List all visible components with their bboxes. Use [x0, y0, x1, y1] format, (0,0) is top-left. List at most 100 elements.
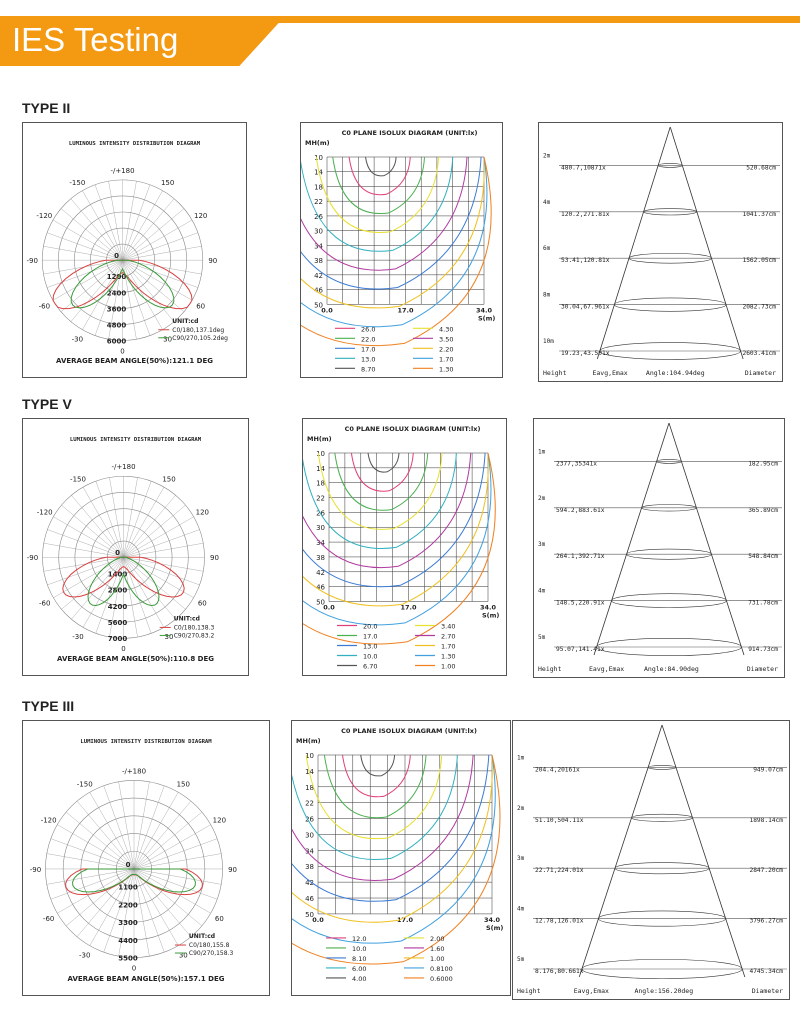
grid-spoke — [103, 868, 135, 953]
angle-label: 60 — [215, 915, 224, 923]
polar-diagram-type-ii: LUMINOUS INTENSITY DISTRIBUTION DIAGRAM -… — [22, 122, 247, 378]
section-label-type-v: TYPE V — [22, 396, 72, 412]
beam-ellipse — [626, 548, 712, 560]
grid-spoke — [50, 868, 135, 900]
illuminance-label: 53.41,120.81x — [561, 257, 610, 264]
grid-spoke — [133, 868, 165, 953]
grid-spoke — [46, 259, 123, 288]
height-label: 2m — [543, 152, 551, 159]
y-tick: 38 — [314, 257, 323, 265]
grid-spoke — [123, 516, 194, 558]
diameter-label: 4745.34cm — [749, 968, 783, 975]
angle-label: 150 — [162, 475, 175, 483]
angle-label: -120 — [36, 212, 52, 220]
beam-ellipse — [641, 504, 697, 512]
cone-edge-right — [661, 724, 746, 978]
grid-spoke — [133, 868, 150, 957]
ring-label: 2400 — [107, 289, 127, 297]
y-tick: 10 — [316, 450, 325, 458]
s-label: S(m) — [486, 924, 503, 932]
angle-label: -60 — [39, 600, 50, 608]
angle-label: -30 — [72, 335, 83, 343]
contour-line — [305, 754, 443, 840]
grid-spoke — [46, 853, 135, 870]
angle-label: 60 — [198, 600, 207, 608]
grid-spoke — [123, 542, 204, 558]
beam-cone-table-type-ii: 2m 480.7,10871x 520.68cm 4m 120.2,271.81x 104… — [538, 122, 783, 382]
y-tick: 18 — [316, 480, 325, 488]
angle-label: -120 — [41, 817, 57, 825]
beam-ellipse — [657, 163, 683, 168]
contour-line — [292, 754, 458, 860]
legend-value: 17.0 — [363, 632, 377, 640]
polar-title: LUMINOUS INTENSITY DISTRIBUTION DIAGRAM — [69, 141, 201, 147]
angle-label: 90 — [208, 257, 217, 265]
illuminance-label: 480.7,10871x — [561, 164, 606, 171]
grid-spoke — [46, 232, 123, 261]
grid-spoke — [118, 781, 135, 869]
angle-label: 120 — [213, 817, 226, 825]
grid-spoke — [109, 477, 124, 558]
grid-spoke — [133, 868, 179, 946]
legend-value: 1.00 — [430, 955, 444, 963]
illuminance-label: 148.5,220.91x — [556, 600, 605, 607]
beam-cone-table-type-iii: 1m 204.4,20161x 949.07cm 2m 51.10,504.11x 189… — [512, 720, 790, 1000]
x-tick: 17.0 — [397, 916, 414, 924]
grid-spoke — [123, 557, 176, 620]
lobe-c0-180 — [62, 556, 185, 598]
grid-spoke — [123, 486, 165, 558]
ring-label: 3300 — [118, 919, 138, 927]
grid-spoke — [53, 557, 124, 598]
y-tick: 18 — [314, 183, 323, 191]
mh-label: MH(m) — [307, 435, 332, 443]
grid-spoke — [123, 557, 138, 638]
contour-line — [367, 452, 400, 473]
contour-line — [303, 452, 457, 549]
grid-spoke — [122, 260, 151, 336]
illuminance-label: 594.2,883.61x — [556, 507, 605, 514]
polar-grid — [41, 179, 204, 341]
footer-angle: Angle:84.90deg — [644, 665, 699, 673]
grid-spoke — [46, 868, 135, 885]
angle-label: -150 — [77, 781, 93, 789]
polar-diagram-type-iii: LUMINOUS INTENSITY DISTRIBUTION DIAGRAM -… — [22, 720, 270, 996]
legend-value: 2.70 — [441, 632, 455, 640]
y-tick: 42 — [316, 569, 325, 577]
footer-height: Height — [543, 369, 567, 377]
legend-value: 1.70 — [439, 355, 453, 363]
grid-spoke — [109, 557, 124, 638]
contour-line — [303, 452, 492, 626]
legend-c0: C0/180,137.1deg — [172, 327, 224, 334]
angle-label: 90 — [228, 866, 237, 874]
grid-spoke — [123, 495, 176, 558]
grid-spoke — [123, 557, 200, 586]
footer-diameter: Diameter — [752, 987, 783, 995]
grid-spoke — [123, 557, 194, 598]
lobe-c90-270 — [72, 868, 196, 893]
y-tick: 42 — [314, 272, 323, 280]
footer-angle: Angle:156.20deg — [634, 987, 693, 995]
legend-value: 26.0 — [361, 325, 375, 333]
grid-spoke — [123, 529, 200, 558]
grid-spoke — [76, 800, 135, 870]
angle-label: -90 — [30, 866, 41, 874]
y-tick: 22 — [305, 800, 314, 808]
ring-label: 1100 — [118, 884, 138, 892]
x-tick: 0.0 — [323, 603, 335, 611]
page-title: IES Testing — [12, 21, 179, 58]
grid-spoke — [122, 232, 199, 261]
legend-c90: C90/270,158.3 — [189, 950, 234, 957]
ring-label: 5500 — [118, 955, 138, 963]
ring-label: 2200 — [118, 901, 138, 909]
x-tick: 17.0 — [397, 306, 414, 314]
y-tick: 22 — [314, 198, 323, 206]
grid-spoke — [43, 542, 124, 558]
page-header: IES Testing — [0, 0, 800, 68]
angle-label: -150 — [69, 179, 85, 187]
illuminance-label: 2377,35341x — [556, 460, 597, 467]
x-tick: 0.0 — [312, 916, 324, 924]
contour-line — [292, 754, 474, 881]
legend-value: 13.0 — [361, 355, 375, 363]
angle-label: 60 — [196, 302, 205, 310]
legend-c0: C0/180,138.3 — [174, 624, 215, 631]
